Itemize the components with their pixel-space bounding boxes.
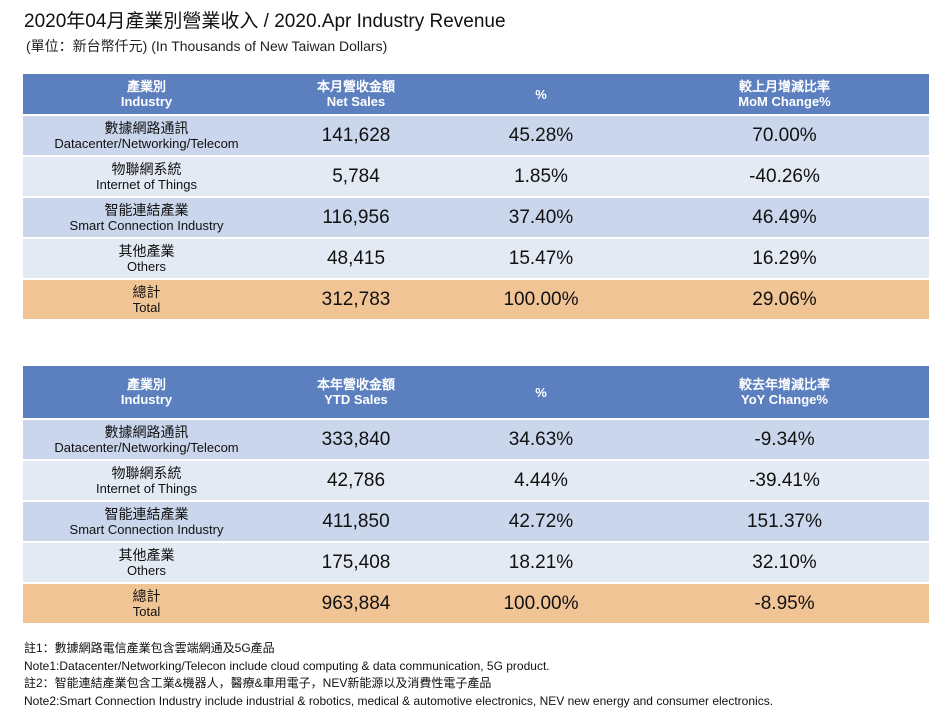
percent-cell: 34.63% (442, 418, 640, 460)
note-2-en: Note2:Smart Connection Industry include … (24, 693, 774, 708)
change-cell: -39.41% (640, 459, 929, 501)
change-cell: -9.34% (640, 418, 929, 460)
table-row: 數據網路通訊 Datacenter/Networking/Telecom 141,… (23, 114, 929, 156)
industry-cell: 智能連結產業 Smart Connection Industry (23, 196, 270, 238)
table-row: 其他產業 Others 175,408 18.21% 32.10% (23, 541, 929, 583)
header-industry: 產業別 Industry (23, 74, 270, 115)
table-row: 物聯網系統 Internet of Things 5,784 1.85% -40.… (23, 155, 929, 197)
note-2-zh: 註2：智能連結產業包含工業&機器人，醫療&車用電子，NEV新能源以及消費性電子產… (24, 676, 492, 690)
industry-cell: 總計 Total (23, 278, 270, 319)
percent-cell: 37.40% (442, 196, 640, 238)
sales-cell: 963,884 (270, 582, 442, 623)
header-industry: 產業別 Industry (23, 366, 270, 419)
monthly-revenue-table: 產業別 Industry 本月營收金額 Net Sales % 較上月增減比率 MoM… (23, 74, 929, 319)
sales-cell: 48,415 (270, 237, 442, 279)
industry-cell: 數據網路通訊 Datacenter/Networking/Telecom (23, 418, 270, 460)
industry-cell: 數據網路通訊 Datacenter/Networking/Telecom (23, 114, 270, 156)
change-cell: 32.10% (640, 541, 929, 583)
industry-cell: 總計 Total (23, 582, 270, 623)
sales-cell: 312,783 (270, 278, 442, 319)
change-cell: 16.29% (640, 237, 929, 279)
table-header-row: 產業別 Industry 本年營收金額 YTD Sales % 較去年增減比率 YoY… (23, 366, 929, 419)
header-percent: % (442, 74, 640, 115)
table-row: 其他產業 Others 48,415 15.47% 16.29% (23, 237, 929, 279)
sales-cell: 333,840 (270, 418, 442, 460)
percent-cell: 4.44% (442, 459, 640, 501)
percent-cell: 42.72% (442, 500, 640, 542)
header-change: 較上月增減比率 MoM Change% (640, 74, 929, 115)
header-change: 較去年增減比率 YoY Change% (640, 366, 929, 419)
industry-cell: 物聯網系統 Internet of Things (23, 459, 270, 501)
percent-cell: 45.28% (442, 114, 640, 156)
footnotes: 註1：數據網路電信產業包含雲端網通及5G產品 Note1:Datacenter/… (24, 640, 773, 710)
change-cell: 46.49% (640, 196, 929, 238)
total-row: 總計 Total 963,884 100.00% -8.95% (23, 582, 929, 623)
table-row: 數據網路通訊 Datacenter/Networking/Telecom 333,… (23, 418, 929, 460)
page-title: 2020年04月產業別營業收入 / 2020.Apr Industry Reve… (24, 11, 506, 32)
table-row: 智能連結產業 Smart Connection Industry 411,850 … (23, 500, 929, 542)
table-row: 智能連結產業 Smart Connection Industry 116,956 … (23, 196, 929, 238)
industry-cell: 其他產業 Others (23, 237, 270, 279)
sales-cell: 411,850 (270, 500, 442, 542)
header-sales: 本月營收金額 Net Sales (270, 74, 442, 115)
unit-subtitle: (單位：新台幣仟元) (In Thousands of New Taiwan D… (26, 38, 388, 54)
percent-cell: 100.00% (442, 278, 640, 319)
sales-cell: 116,956 (270, 196, 442, 238)
header-sales: 本年營收金額 YTD Sales (270, 366, 442, 419)
sales-cell: 42,786 (270, 459, 442, 501)
sales-cell: 141,628 (270, 114, 442, 156)
total-row: 總計 Total 312,783 100.00% 29.06% (23, 278, 929, 319)
table-header-row: 產業別 Industry 本月營收金額 Net Sales % 較上月增減比率 MoM… (23, 74, 929, 115)
industry-cell: 智能連結產業 Smart Connection Industry (23, 500, 270, 542)
percent-cell: 100.00% (442, 582, 640, 623)
change-cell: 70.00% (640, 114, 929, 156)
percent-cell: 15.47% (442, 237, 640, 279)
change-cell: -40.26% (640, 155, 929, 197)
note-1-en: Note1:Datacenter/Networking/Telecon incl… (24, 658, 550, 673)
header-percent: % (442, 366, 640, 419)
percent-cell: 1.85% (442, 155, 640, 197)
percent-cell: 18.21% (442, 541, 640, 583)
change-cell: 151.37% (640, 500, 929, 542)
change-cell: 29.06% (640, 278, 929, 319)
table-row: 物聯網系統 Internet of Things 42,786 4.44% -39… (23, 459, 929, 501)
industry-cell: 物聯網系統 Internet of Things (23, 155, 270, 197)
sales-cell: 175,408 (270, 541, 442, 583)
change-cell: -8.95% (640, 582, 929, 623)
ytd-revenue-table: 產業別 Industry 本年營收金額 YTD Sales % 較去年增減比率 YoY… (23, 366, 929, 623)
industry-cell: 其他產業 Others (23, 541, 270, 583)
sales-cell: 5,784 (270, 155, 442, 197)
note-1-zh: 註1：數據網路電信產業包含雲端網通及5G產品 (24, 641, 275, 655)
